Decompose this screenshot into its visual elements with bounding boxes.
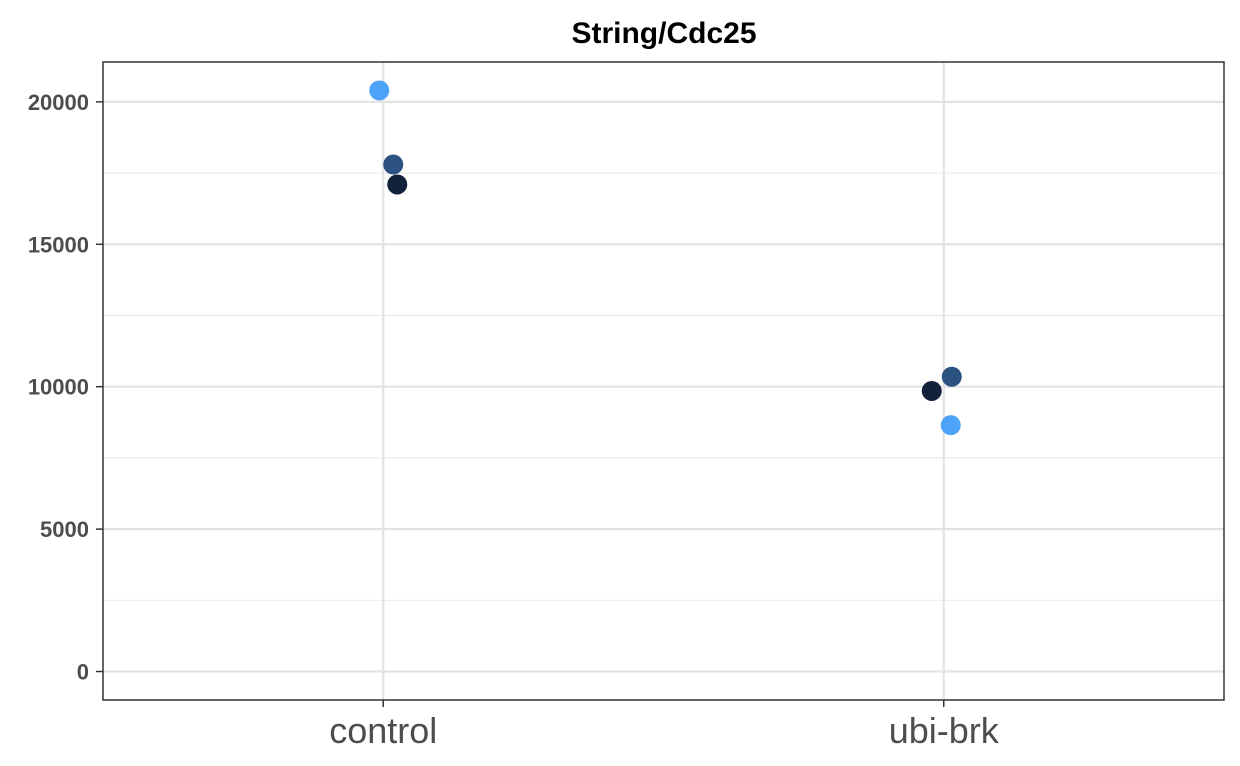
data-point: [387, 174, 408, 195]
data-point: [383, 154, 404, 175]
y-tick-label: 15000: [28, 232, 89, 257]
y-tick-label: 5000: [40, 517, 89, 542]
x-tick-label: ubi-brk: [889, 710, 1000, 751]
data-point: [369, 80, 390, 101]
tick-labels: 0 5000 10000 15000 20000 control ubi-brk: [28, 90, 1000, 751]
data-point: [940, 415, 961, 436]
grid-major: [103, 62, 1224, 700]
data-point: [921, 380, 942, 401]
axis-ticks: [96, 101, 945, 707]
x-tick-label: control: [329, 710, 437, 751]
y-tick-label: 10000: [28, 375, 89, 400]
y-tick-label: 20000: [28, 90, 89, 115]
grid-minor: [103, 172, 1224, 601]
chart-title: String/Cdc25: [571, 17, 756, 50]
y-tick-label: 0: [77, 660, 89, 685]
plot-border: [102, 61, 1225, 701]
data-point: [941, 366, 962, 387]
data-points: [369, 80, 962, 436]
